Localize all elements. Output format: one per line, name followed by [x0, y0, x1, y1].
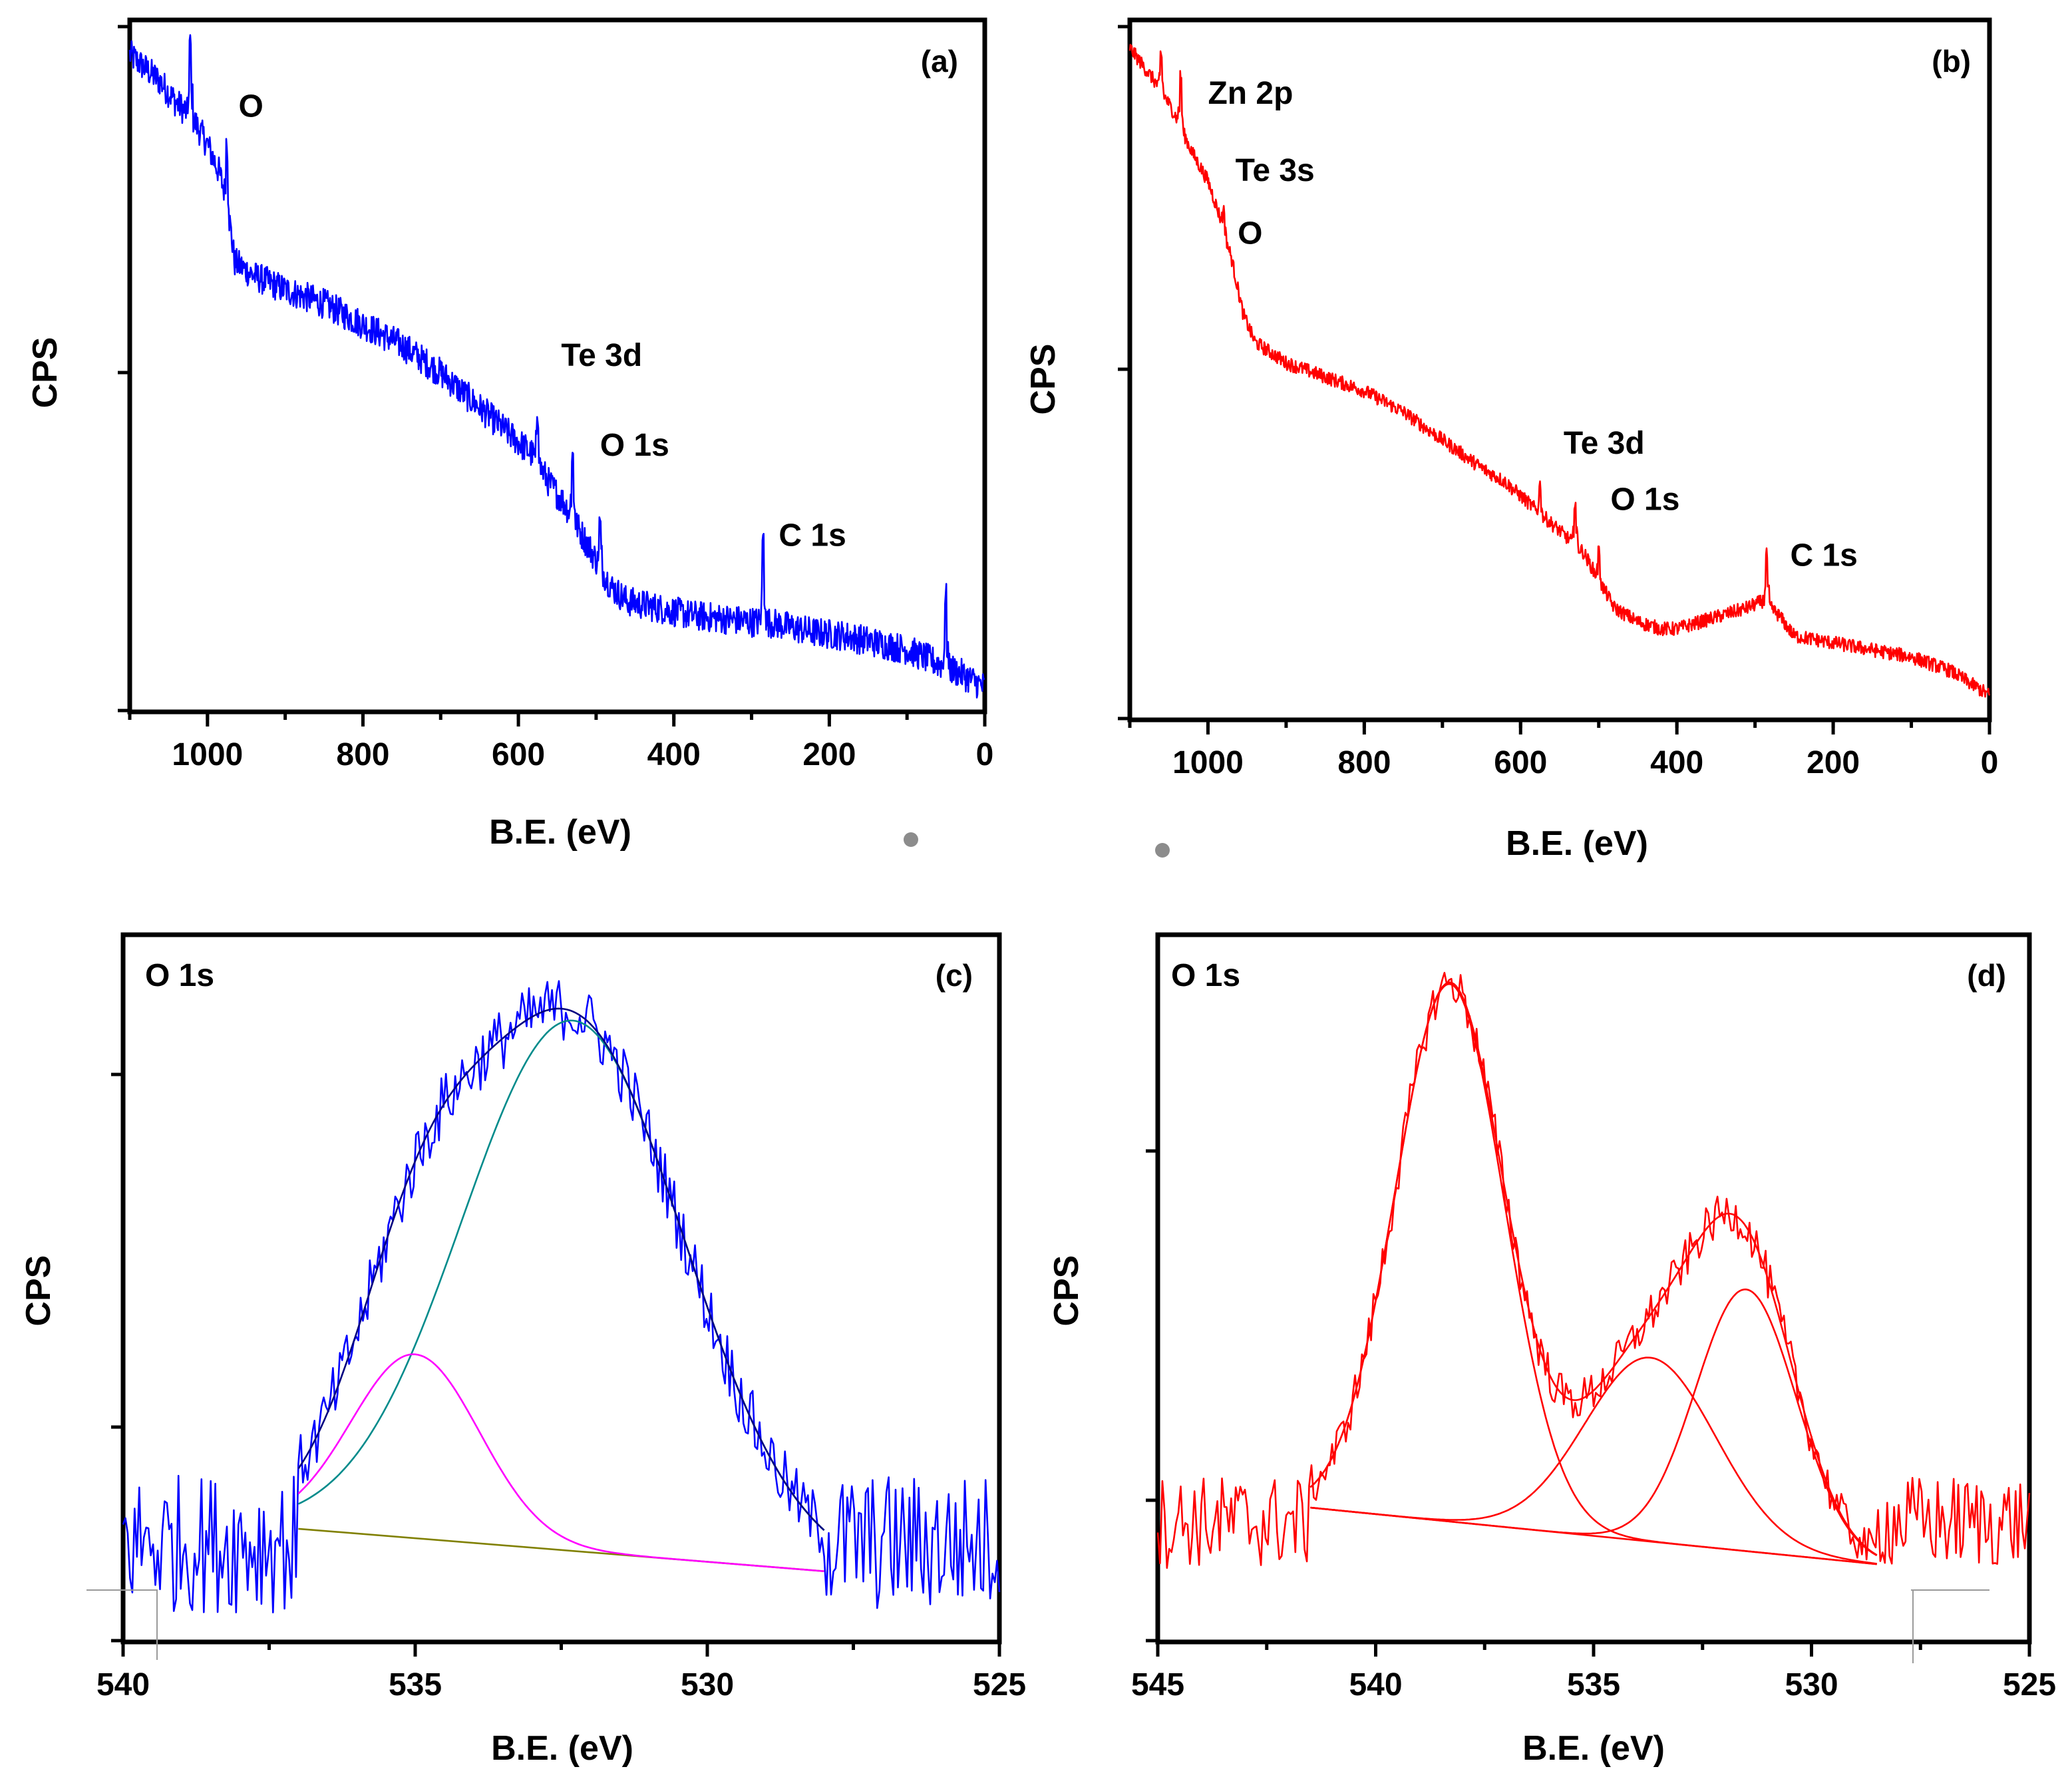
panel-b-tag: (b) — [1932, 44, 1971, 79]
panel-a-xlabel: B.E. (eV) — [489, 813, 631, 852]
panel-a-survey-spectrum: CPS B.E. (eV) (a) 1000 800 600 400 200 0 Te 3s… — [26, 0, 993, 852]
panel-a-annotation-4: C 1s — [778, 518, 846, 553]
panel-d-o1s-spectrum: CPS B.E. (eV) (d) O 1s 545 540 535 530 525 — [1047, 932, 2056, 1768]
panel-b-annotation-2: O — [1238, 216, 1262, 251]
panel-a-xtick-label-0: 1000 — [172, 737, 243, 772]
panel-c-tag: (c) — [936, 958, 973, 993]
panel-b-annotation-1: Te 3s — [1236, 153, 1315, 188]
panel-c-xtick-label-1: 535 — [389, 1667, 442, 1702]
panel-a-xtick-label-3: 400 — [647, 737, 701, 772]
panel-c-raw-spectrum — [122, 980, 1001, 1613]
panel-d-xtick-label-3: 530 — [1785, 1667, 1838, 1702]
panel-d-fit-component-1 — [1309, 983, 1877, 1565]
panel-c-fit-component-2 — [297, 1353, 824, 1572]
panel-b-xtick-label-0: 1000 — [1172, 745, 1244, 780]
panel-c-xtick-label-3: 525 — [973, 1667, 1026, 1702]
panel-b-xtick-label-3: 400 — [1650, 745, 1703, 780]
panel-b-ylabel: CPS — [1024, 344, 1063, 415]
panel-b-xtick-label-5: 0 — [1981, 745, 1999, 780]
panel-d-ylabel: CPS — [1047, 1255, 1086, 1327]
panel-a-ylabel: CPS — [26, 337, 65, 408]
panel-c-ylabel: CPS — [19, 1255, 58, 1327]
panel-a-xtick-label-5: 0 — [976, 737, 994, 772]
panel-b-xlabel: B.E. (eV) — [1506, 824, 1648, 863]
panel-d-title: O 1s — [1171, 958, 1240, 993]
panel-d-xtick-label-2: 535 — [1567, 1667, 1620, 1702]
panel-d-fit-envelope — [1309, 981, 1878, 1556]
panel-b-xtick-label-4: 200 — [1807, 745, 1860, 780]
panel-c-fit-envelope — [297, 1007, 825, 1532]
panel-b-plot-frame — [1127, 17, 1992, 723]
panel-d-tag: (d) — [1967, 958, 2006, 993]
panel-a-xtick-label-1: 800 — [336, 737, 389, 772]
panel-c-title: O 1s — [145, 958, 214, 993]
panel-b-xtick-label-2: 600 — [1494, 745, 1547, 780]
cursor-marker-c — [86, 1589, 158, 1660]
stray-dot-right — [1155, 843, 1170, 858]
panel-a-xtick-label-2: 600 — [492, 737, 545, 772]
panel-a-spectrum-line — [128, 34, 985, 699]
panel-c-xlabel: B.E. (eV) — [491, 1729, 633, 1768]
panel-c-fit-component-1 — [297, 1019, 825, 1532]
panel-c-xtick-label-0: 540 — [96, 1667, 150, 1702]
panel-b-annotation-3: Te 3d — [1564, 426, 1645, 461]
panel-a-annotation-1: O — [239, 89, 263, 124]
panel-c-o1s-spectrum: CPS B.E. (eV) (c) O 1s 540 535 530 525 — [19, 932, 1026, 1768]
panel-a-tag: (a) — [921, 44, 958, 79]
panel-b-xtick-label-1: 800 — [1337, 745, 1391, 780]
stray-dot-left — [904, 832, 918, 847]
panel-d-xtick-label-1: 540 — [1349, 1667, 1402, 1702]
panel-d-fit-component-3 — [1310, 1288, 1878, 1557]
panel-a-xtick-label-4: 200 — [802, 737, 856, 772]
panel-b-survey-spectrum: CPS B.E. (eV) (b) 1000 800 600 400 200 0 Zn 2p… — [1024, 17, 1999, 863]
panel-b-annotation-5: C 1s — [1790, 538, 1857, 573]
panel-b-annotation-4: O 1s — [1610, 482, 1679, 517]
panel-d-xlabel: B.E. (eV) — [1522, 1729, 1665, 1768]
cursor-marker-d — [1911, 1589, 1989, 1663]
panel-d-xtick-label-4: 525 — [2003, 1667, 2056, 1702]
panel-d-raw-spectrum — [1156, 971, 2031, 1569]
panel-a-annotation-3: O 1s — [600, 428, 669, 463]
panel-b-spectrum-line — [1128, 43, 1991, 698]
panel-d-xtick-label-0: 545 — [1131, 1667, 1184, 1702]
panel-c-xtick-label-2: 530 — [681, 1667, 734, 1702]
panel-a-annotation-2: Te 3d — [561, 338, 642, 373]
panel-a-annotation-0: Te 3s — [192, 0, 271, 7]
panel-a-plot-frame — [127, 17, 987, 715]
panel-b-annotation-0: Zn 2p — [1208, 76, 1293, 111]
